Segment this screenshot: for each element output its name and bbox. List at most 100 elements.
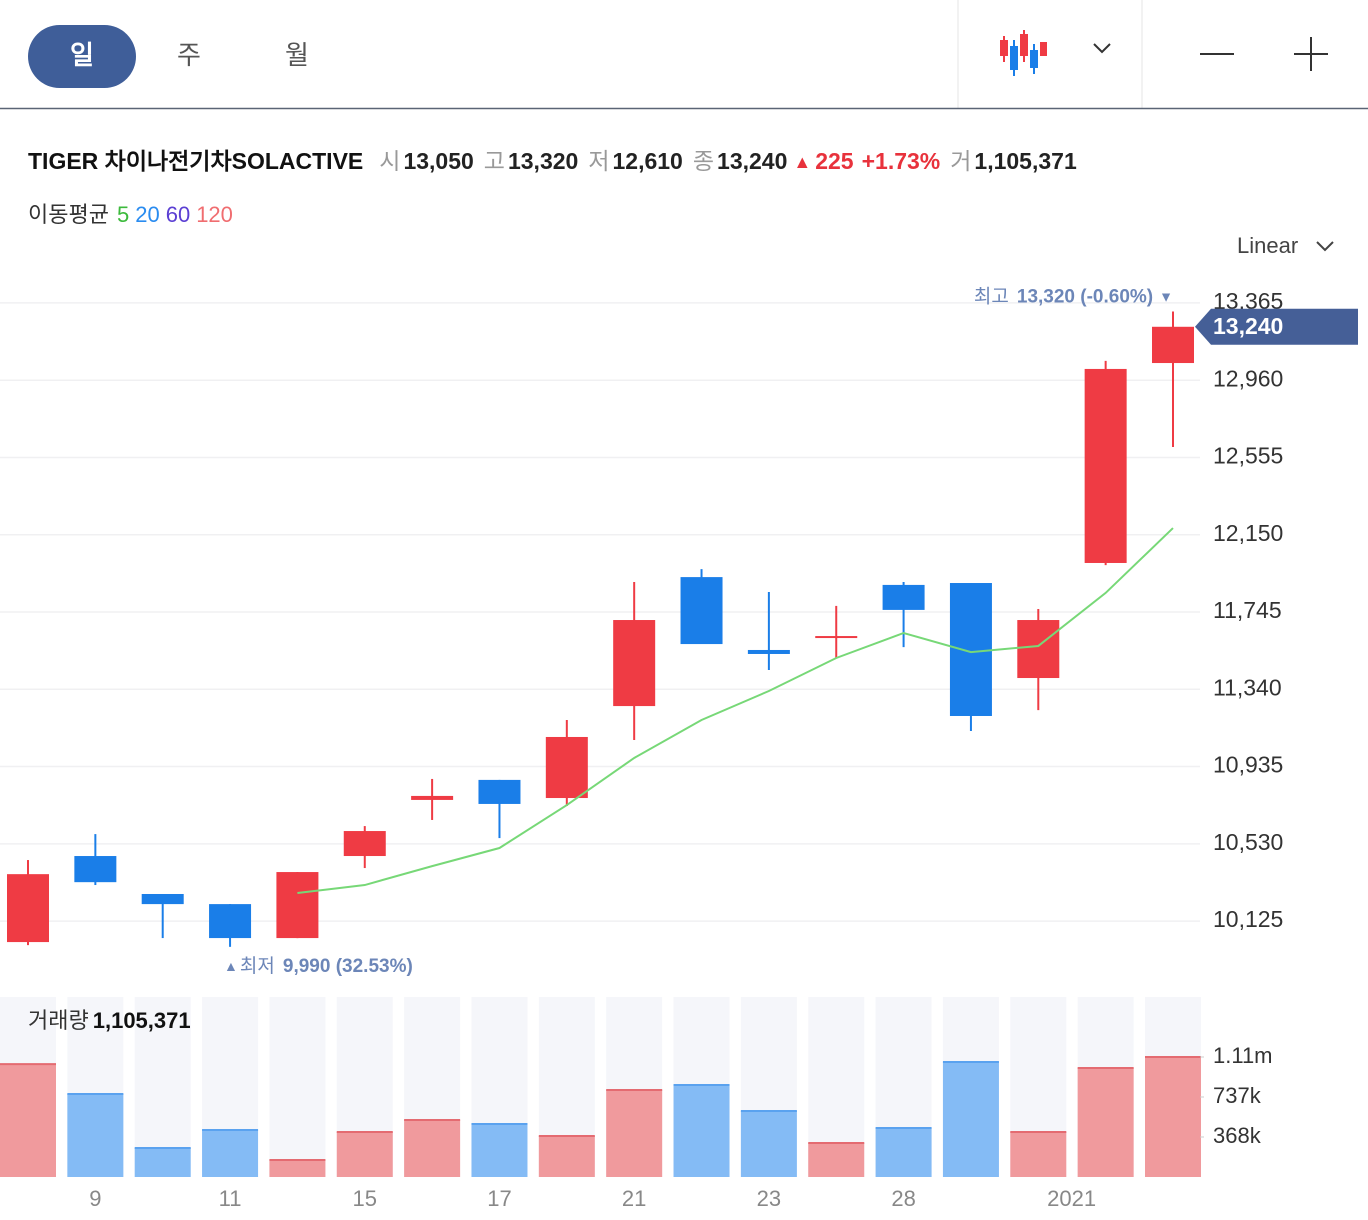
candle-body: [747, 649, 790, 654]
x-tick-label: 2021: [1047, 1186, 1096, 1211]
x-tick-label: 9: [89, 1186, 101, 1211]
annotation-label: 최고: [974, 286, 1009, 308]
price-tag-label: 13,240: [1213, 313, 1283, 339]
volume-title-label: 거래량: [28, 1008, 89, 1033]
info-line: TIGER 차이나전기차SOLACTIVE 시 13,050 고 13,320 저 12,6…: [28, 148, 1077, 174]
candle-body: [1084, 368, 1127, 563]
scale-selector[interactable]: Linear: [1237, 233, 1298, 258]
volume-bar: [538, 1135, 595, 1177]
candle-body: [74, 856, 117, 883]
field-value: 1,105,371: [974, 148, 1077, 174]
ma-legend: 이동평균 5 20 60 120: [28, 202, 233, 227]
zoom-in[interactable]: [1294, 37, 1328, 71]
tab-day[interactable]: 일: [70, 40, 94, 70]
volume-tick-label: 1.11m: [1213, 1043, 1273, 1068]
chart-type-icon[interactable]: [1000, 30, 1047, 76]
candle-body: [680, 577, 723, 645]
volume-tick-label: 737k: [1213, 1083, 1262, 1108]
field-label: 종: [693, 148, 714, 174]
field-label: 거: [950, 148, 971, 174]
field-label: 시: [379, 148, 400, 174]
volume-bar: [471, 1124, 528, 1177]
y-tick-label: 10,935: [1213, 752, 1283, 778]
ma-legend-entry: 60: [166, 202, 190, 227]
candle-body: [882, 584, 925, 610]
volume-bar: [1145, 1057, 1201, 1177]
candle-body: [478, 779, 521, 804]
candle-body: [613, 620, 656, 707]
change-value: 225: [815, 148, 854, 174]
candle-body: [545, 736, 588, 799]
ma-legend-title: 이동평균: [28, 202, 109, 227]
field-label: 고: [484, 148, 505, 174]
x-tick-label: 21: [622, 1186, 646, 1211]
candle-body: [209, 904, 252, 939]
volume-bar: [134, 1148, 191, 1177]
candle-body: [1017, 620, 1060, 679]
low-annotation: ▲ 최저 9,990 (32.53%): [224, 955, 413, 977]
annotation-marker: ▲: [224, 958, 238, 974]
volume-bar: [808, 1143, 865, 1177]
candle-body: [949, 583, 992, 716]
ma-legend-entry: 20: [135, 202, 159, 227]
active-tab[interactable]: [28, 25, 136, 88]
ma-line: [297, 527, 1174, 895]
y-tick-label: 11,340: [1213, 674, 1282, 700]
volume-bar: [673, 1085, 730, 1177]
y-tick-label: 12,555: [1213, 443, 1283, 469]
annotation-value: 13,320 (-0.60%): [1017, 287, 1153, 308]
volume-bar: [0, 1064, 56, 1177]
y-tick-label: 10,530: [1213, 829, 1283, 855]
volume-title: 거래량 1,105,371: [28, 1008, 191, 1033]
x-tick-label: 28: [891, 1186, 915, 1211]
field-value: 12,610: [613, 148, 683, 174]
high-annotation: 최고 13,320 (-0.60%) ▼: [974, 286, 1173, 308]
tab-week[interactable]: 주: [177, 40, 201, 70]
instrument-name: TIGER 차이나전기차SOLACTIVE: [28, 148, 363, 174]
y-tick-label: 10,125: [1213, 906, 1283, 932]
x-tick-label: 15: [353, 1186, 377, 1211]
dropdown-chevron[interactable]: [1093, 43, 1111, 54]
candle-body: [1152, 326, 1194, 364]
candle-body: [141, 893, 184, 905]
tab-month[interactable]: 월: [285, 40, 309, 70]
y-tick-label: 12,150: [1213, 520, 1283, 546]
annotation-label: 최저: [240, 955, 275, 977]
volume-slot: [269, 997, 326, 1177]
field-value: 13,240: [717, 148, 787, 174]
candle-body: [7, 874, 49, 943]
price-tag: [1195, 308, 1358, 345]
volume-tick-label: 368k: [1213, 1123, 1262, 1148]
field-value: 13,320: [508, 148, 578, 174]
volume-bar: [404, 1120, 461, 1177]
volume-bar: [942, 1062, 999, 1177]
candle-body: [343, 831, 386, 857]
scale-chevron[interactable]: [1316, 241, 1334, 252]
ma-legend-entry: 5: [117, 202, 129, 227]
y-tick-label: 11,745: [1213, 597, 1282, 623]
x-tick-label: 11: [219, 1186, 242, 1211]
ma-legend-entry: 120: [196, 202, 233, 227]
annotation-marker: ▼: [1159, 288, 1173, 304]
y-tick-label: 12,960: [1213, 365, 1283, 391]
annotation-value: 9,990 (32.53%): [283, 956, 413, 977]
change-marker: ▲: [793, 152, 811, 172]
volume-bar: [67, 1093, 124, 1177]
candle-body: [276, 872, 319, 939]
candle-body: [815, 636, 858, 639]
volume-bar: [1077, 1068, 1134, 1177]
volume-bar: [202, 1129, 259, 1177]
field-label: 저: [588, 148, 609, 174]
change-percent: +1.73%: [862, 148, 941, 174]
volume-title-value: 1,105,371: [93, 1008, 191, 1033]
x-tick-label: 17: [487, 1186, 511, 1211]
volume-bar: [336, 1131, 393, 1177]
volume-bar: [606, 1090, 663, 1177]
volume-bar: [875, 1128, 932, 1177]
volume-bar: [269, 1159, 326, 1177]
volume-slot: [134, 997, 191, 1177]
volume-bar: [1010, 1131, 1067, 1177]
field-value: 13,050: [403, 148, 473, 174]
volume-bar: [740, 1110, 797, 1177]
